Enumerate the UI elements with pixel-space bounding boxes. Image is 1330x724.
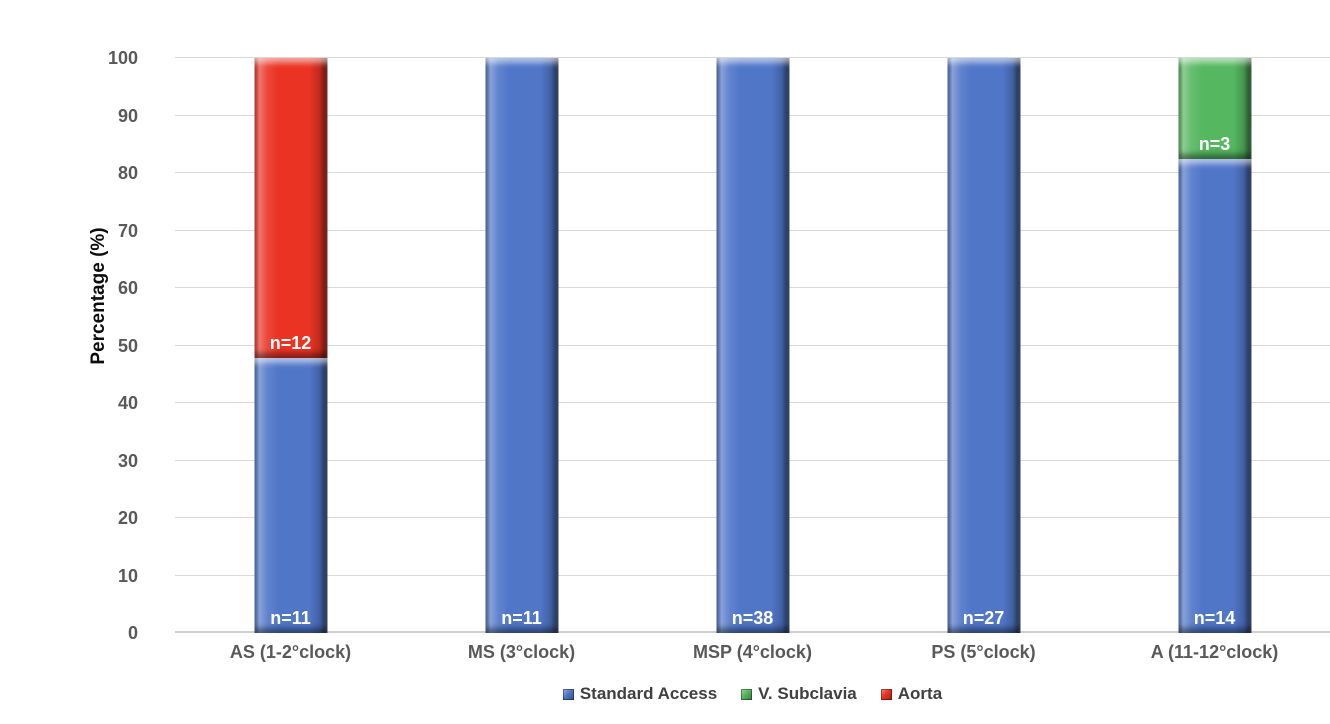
y-tick-label-70: 70: [117, 220, 138, 241]
legend-label-aorta: Aorta: [897, 684, 943, 703]
y-tick-label-50: 50: [117, 335, 138, 356]
y-tick-label-10: 10: [117, 565, 138, 586]
x-axis-label-msp-4-clock: MSP (4°clock): [693, 642, 812, 662]
legend-label-v-subclavia: V. Subclavia: [758, 684, 857, 703]
bar-ps-5-clock: n=27: [947, 58, 1020, 633]
segment-standard-access-msp-4-clock: n=38: [716, 58, 789, 633]
segment-standard-access-a-11-12-clock: n=14: [1178, 159, 1251, 633]
bar-msp-4-clock: n=38: [716, 58, 789, 633]
x-axis-labels: AS (1-2°clock) MS (3°clock) MSP (4°clock) P…: [175, 642, 1330, 666]
legend-label-standard-access: Standard Access: [579, 684, 718, 703]
legend-swatch-standard-access-icon: [562, 688, 574, 700]
y-tick-label-0: 0: [127, 623, 138, 643]
y-tick-label-80: 80: [117, 163, 138, 183]
segment-standard-access-ms-3-clock: n=11: [485, 58, 558, 633]
legend-item-v-subclavia: V. Subclavia: [741, 684, 857, 704]
segment-count-label: n=11: [270, 608, 311, 628]
gridline-100: [175, 57, 1330, 58]
legend: Standard Access V. Subclavia Aorta: [175, 681, 1330, 707]
segment-standard-access-ps-5-clock: n=27: [947, 58, 1020, 633]
legend-swatch-v-subclavia-icon: [741, 688, 753, 700]
y-tick-label-20: 20: [117, 508, 138, 528]
segment-count-label: n=38: [731, 608, 774, 628]
x-axis-label-as-1-2-clock: AS (1-2°clock): [229, 642, 352, 662]
y-tick-label-40: 40: [117, 393, 138, 413]
bar-as-1-2-clock: n=11 n=12: [254, 58, 327, 633]
segment-standard-access-as-1-2-clock: n=11: [254, 358, 327, 633]
x-axis-label-ms-3-clock: MS (3°clock): [467, 642, 576, 662]
segment-v-subclavia-a-11-12-clock: n=3: [1178, 58, 1251, 160]
segment-aorta-as-1-2-clock: n=12: [254, 58, 327, 359]
y-tick-label-60: 60: [117, 278, 138, 298]
y-tick-label-100: 100: [107, 48, 138, 68]
y-axis-tick-labels: 0 10 20 30 40 50 60 70 80 90 100: [0, 49, 160, 642]
bar-ms-3-clock: n=11: [485, 58, 558, 633]
segment-count-label: n=27: [962, 608, 1005, 628]
legend-item-standard-access: Standard Access: [562, 684, 718, 704]
x-axis-label-a-11-12-clock: A (11-12°clock): [1150, 642, 1279, 662]
plot-area: n=11 n=12 n=11 n=38 n=27 n=14 n=3: [175, 57, 1330, 633]
segment-count-label: n=3: [1198, 134, 1231, 155]
y-tick-label-90: 90: [117, 105, 138, 126]
legend-item-aorta: Aorta: [880, 684, 943, 704]
legend-swatch-aorta-icon: [880, 688, 892, 700]
bar-a-11-12-clock: n=14 n=3: [1178, 58, 1251, 633]
segment-count-label: n=11: [501, 608, 542, 628]
segment-count-label: n=14: [1193, 608, 1236, 628]
y-tick-label-30: 30: [117, 450, 138, 471]
x-axis-label-ps-5-clock: PS (5°clock): [931, 642, 1036, 662]
segment-count-label: n=12: [269, 333, 312, 354]
bars-container: n=11 n=12 n=11 n=38 n=27 n=14 n=3: [175, 58, 1330, 633]
